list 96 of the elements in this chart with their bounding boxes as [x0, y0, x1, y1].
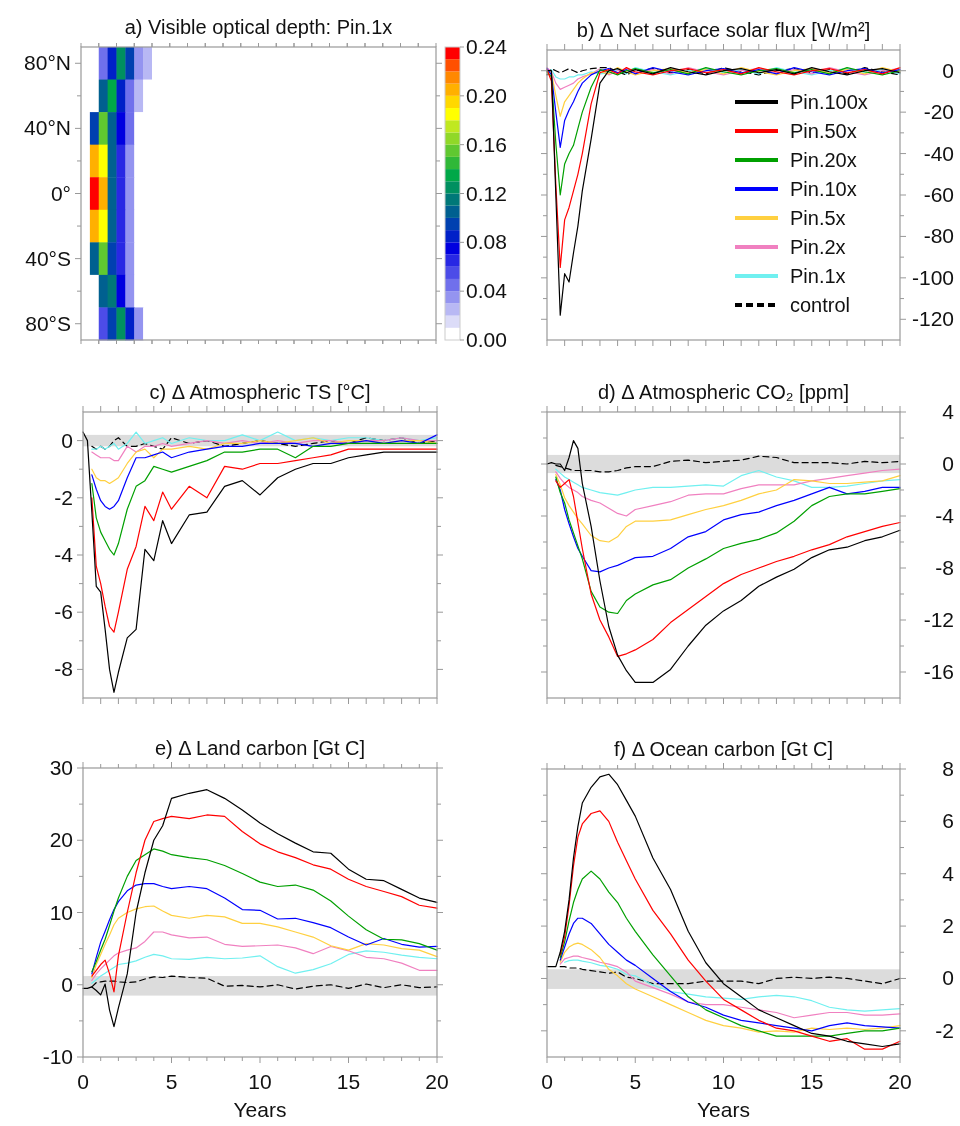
y2-tick-label: 4 [942, 861, 955, 885]
y-tick-label: 0 [61, 428, 73, 452]
x-tick-label: 15 [800, 1070, 824, 1093]
color-bar-label: 0.08 [466, 230, 507, 254]
y2-tick-label: 4 [942, 400, 955, 423]
legend-label: Pin.100x [790, 91, 868, 113]
y2-tick-label: 0 [942, 58, 954, 82]
line-series [546, 440, 901, 683]
line-series [559, 942, 901, 1033]
line-series [559, 870, 901, 1037]
legend-label: Pin.20x [790, 149, 857, 171]
color-bar-label: 0.04 [466, 279, 508, 303]
y-tick-label: -8 [54, 657, 73, 681]
y-tick-label: -6 [54, 600, 73, 624]
line-series [559, 917, 901, 1032]
line-series [555, 479, 901, 657]
x-tick-label: 0 [77, 1070, 89, 1093]
y2-tick-label: 2 [942, 914, 954, 938]
y2-tick-label: 0 [942, 452, 954, 475]
line-series [82, 431, 438, 693]
line-series [555, 476, 901, 615]
line-series [546, 67, 901, 269]
y2-tick-label: -80 [923, 224, 954, 248]
line-series [559, 955, 901, 1019]
legend-label: Pin.5x [790, 207, 846, 229]
line-series [91, 905, 438, 979]
y-tick-label: 20 [49, 828, 73, 852]
line-series [555, 473, 901, 543]
x-tick-label: 5 [629, 1070, 642, 1093]
y-tick-label: 0° [50, 181, 71, 205]
x-tick-label: 5 [165, 1070, 178, 1093]
color-bar-label: 0.12 [466, 181, 507, 205]
y-tick-label: 80°N [24, 51, 71, 75]
chart-title: d) Δ Atmospheric CO₂ [ppm] [597, 381, 850, 403]
y2-tick-label: -4 [935, 504, 955, 527]
line-series [91, 814, 438, 993]
y-tick-label: 40°S [25, 246, 71, 270]
chart-title: c) Δ Atmospheric TS [°C] [149, 381, 371, 403]
line-series [91, 950, 438, 984]
x-tick-label: 0 [541, 1070, 553, 1093]
line-series [91, 931, 438, 982]
y2-tick-label: -120 [911, 307, 954, 331]
legend-label: Pin.2x [790, 236, 846, 258]
line-series [91, 883, 438, 975]
y-tick-label: 40°N [24, 116, 71, 140]
y2-tick-label: -8 [935, 556, 954, 579]
chart-title: b) Δ Net surface solar flux [W/m²] [576, 19, 871, 41]
color-bar-label: 0.24 [466, 35, 508, 58]
chart-title: e) Δ Land carbon [Gt C] [154, 737, 366, 759]
line-series [555, 479, 901, 573]
line-series [546, 67, 901, 148]
chart-title: a) Visible optical depth: Pin.1x [124, 16, 393, 38]
color-bar-label: 0.00 [466, 328, 507, 351]
chart-title: f) Δ Ocean carbon [Gt C] [613, 738, 834, 760]
legend-label: Pin.50x [790, 120, 857, 142]
y2-tick-label: 0 [942, 966, 954, 990]
line-series [91, 848, 438, 973]
y2-tick-label: -60 [923, 183, 954, 206]
line-series [91, 437, 438, 485]
y2-tick-label: -12 [923, 608, 954, 631]
y-tick-label: 10 [49, 900, 73, 924]
line-series [91, 442, 438, 556]
legend-label: Pin.1x [790, 265, 846, 287]
line-series [91, 434, 438, 510]
line-series [555, 468, 901, 496]
line-series [91, 437, 438, 462]
legend-label: control [790, 294, 851, 316]
y2-tick-label: -20 [923, 100, 954, 124]
y-tick-label: 30 [49, 756, 73, 779]
x-tick-label: 10 [248, 1070, 272, 1093]
y-tick-label: -10 [42, 1045, 73, 1068]
line-series [555, 468, 901, 517]
x-tick-label: 10 [711, 1070, 736, 1093]
y2-tick-label: -2 [935, 1018, 954, 1042]
line-series [564, 959, 901, 1012]
y2-tick-label: -16 [923, 660, 954, 683]
y2-tick-label: 6 [942, 809, 954, 833]
line-series [91, 448, 438, 633]
line-series [546, 773, 901, 1048]
y2-tick-label: -100 [911, 265, 954, 289]
x-tick-label: 20 [425, 1070, 449, 1093]
line-series [559, 810, 901, 1050]
legend-label: Pin.10x [790, 178, 857, 200]
x-axis-title: Years [233, 1098, 287, 1121]
x-axis-title: Years [697, 1098, 750, 1121]
y2-tick-label: -40 [923, 141, 954, 165]
y-tick-label: -4 [54, 543, 74, 566]
y-tick-label: 80°S [25, 311, 71, 335]
x-tick-label: 20 [888, 1070, 912, 1093]
color-bar-label: 0.20 [466, 83, 507, 107]
y-tick-label: 0 [61, 972, 73, 996]
y2-tick-label: 8 [942, 757, 954, 780]
y-tick-label: -2 [54, 485, 73, 509]
line-series [82, 789, 438, 1028]
color-bar-label: 0.16 [466, 132, 507, 156]
x-tick-label: 15 [336, 1070, 361, 1093]
